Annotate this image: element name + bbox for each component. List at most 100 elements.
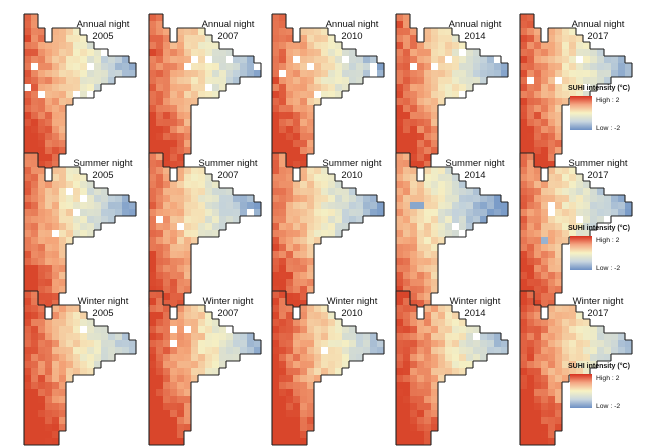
map-cell — [534, 354, 542, 362]
map-cell — [307, 209, 315, 217]
map-cell — [335, 223, 343, 231]
map-cell — [149, 77, 157, 85]
map-cell — [73, 223, 81, 231]
map-cell — [219, 188, 227, 196]
map-cell — [31, 77, 39, 85]
map-cell — [286, 84, 294, 92]
map-cell — [583, 340, 591, 348]
map-cell — [417, 119, 425, 127]
map-cell — [293, 319, 301, 327]
map-cell — [293, 244, 301, 252]
map-cell — [198, 361, 206, 369]
map-cell — [403, 312, 411, 320]
map-cell — [555, 133, 563, 141]
map-cell — [335, 84, 343, 92]
map-cell — [459, 56, 467, 64]
map-cell — [52, 237, 60, 245]
panel-season-label: Winter night — [327, 296, 378, 307]
map-cell — [66, 375, 74, 383]
map-cell — [184, 326, 192, 334]
map-cell — [520, 119, 528, 127]
map-cell — [417, 223, 425, 231]
map-cell — [156, 147, 164, 155]
map-cell — [534, 237, 542, 245]
map-cell — [431, 251, 439, 259]
map-cell — [569, 209, 577, 217]
map-cell — [445, 70, 453, 78]
map-cell — [59, 258, 67, 266]
map-cell — [163, 305, 171, 313]
map-cell — [520, 126, 528, 134]
map-cell — [307, 105, 315, 113]
map-cell — [149, 298, 157, 306]
map-cell — [254, 347, 262, 355]
map-cell — [494, 333, 502, 341]
map-cell — [149, 84, 157, 92]
map-cell — [438, 305, 446, 313]
map-cell — [335, 230, 343, 238]
map-cell — [80, 312, 88, 320]
map-cell — [314, 340, 322, 348]
map-cell — [396, 347, 404, 355]
map-cell — [52, 105, 60, 113]
map-cell — [431, 133, 439, 141]
map-cell — [541, 209, 549, 217]
map-cell — [52, 63, 60, 71]
map-cell — [177, 63, 185, 71]
map-cell — [115, 70, 123, 78]
map-cell — [452, 333, 460, 341]
map-cell — [466, 56, 474, 64]
map-cell — [569, 202, 577, 210]
map-cell — [279, 312, 287, 320]
map-cell — [576, 70, 584, 78]
map-cell — [569, 368, 577, 376]
map-cell — [328, 56, 336, 64]
map-cell — [300, 126, 308, 134]
map-cell — [452, 223, 460, 231]
map-cell — [177, 174, 185, 182]
map-cell — [156, 237, 164, 245]
map-cell — [445, 49, 453, 57]
map-cell — [184, 195, 192, 203]
map-cell — [87, 354, 95, 362]
map-cell — [541, 112, 549, 120]
map-cell — [356, 70, 364, 78]
map-cell — [520, 91, 528, 99]
map-cell — [233, 202, 241, 210]
map-cell — [604, 209, 612, 217]
map-cell — [520, 279, 528, 287]
map-cell — [73, 368, 81, 376]
map-cell — [583, 181, 591, 189]
map-cell — [149, 403, 157, 411]
map-cell — [480, 209, 488, 217]
map-cell — [431, 403, 439, 411]
map-cell — [452, 326, 460, 334]
map-cell — [59, 77, 67, 85]
map-cell — [300, 319, 308, 327]
map-cell — [31, 312, 39, 320]
map-cell — [52, 91, 60, 99]
map-cell — [129, 63, 137, 71]
map-cell — [177, 417, 185, 425]
map-cell — [403, 265, 411, 273]
map-cell — [52, 279, 60, 287]
map-cell — [286, 403, 294, 411]
map-cell — [52, 161, 60, 169]
map-cell — [342, 340, 350, 348]
map-cell — [52, 424, 60, 432]
legend-color-ramp — [570, 236, 592, 270]
map-cell — [625, 347, 633, 355]
map-cell — [396, 84, 404, 92]
map-cell — [38, 188, 46, 196]
map-cell — [534, 223, 542, 231]
map-cell — [300, 396, 308, 404]
map-cell — [73, 195, 81, 203]
map-cell — [184, 63, 192, 71]
map-cell — [80, 340, 88, 348]
legend-color-ramp — [570, 96, 592, 130]
map-cell — [59, 312, 67, 320]
map-cell — [410, 361, 418, 369]
map-cell — [534, 361, 542, 369]
map-cell — [452, 319, 460, 327]
map-cell — [149, 251, 157, 259]
